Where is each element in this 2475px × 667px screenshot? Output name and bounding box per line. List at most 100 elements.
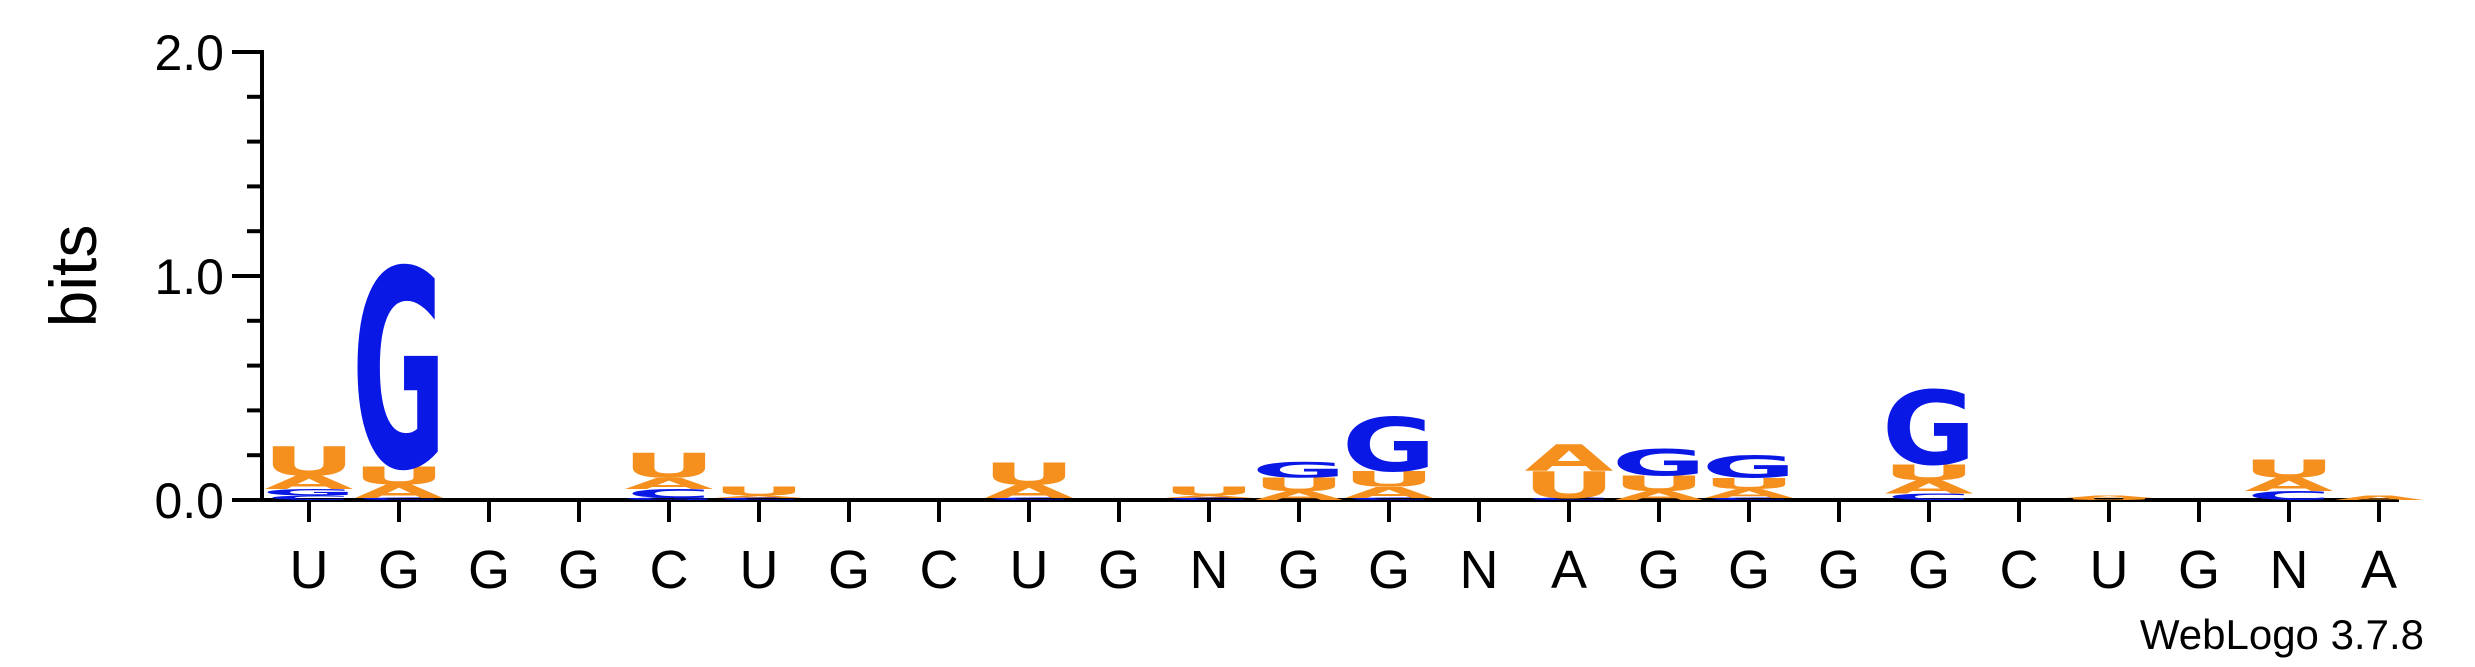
letter-glyph: U xyxy=(2062,497,2155,501)
logo-letter-G: G xyxy=(1702,449,1796,485)
letter-glyph: G xyxy=(1612,442,1706,485)
position-label: G xyxy=(558,540,600,600)
position-label: G xyxy=(1278,540,1320,600)
logo-letter-U: U xyxy=(1252,474,1345,495)
letter-glyph: C xyxy=(1347,497,1431,501)
logo-letter-A: A xyxy=(2334,494,2423,501)
logo-letter-U: U xyxy=(2062,497,2155,501)
logo-letter-G: G xyxy=(1342,402,1436,488)
letter-glyph: U xyxy=(262,439,355,485)
letter-glyph: A xyxy=(2064,495,2153,499)
logo-letter-A: A xyxy=(1164,495,1253,499)
letter-glyph: G xyxy=(262,487,356,498)
letter-glyph: U xyxy=(2242,455,2335,484)
letter-glyph: A xyxy=(264,472,353,493)
logo-letter-G: G xyxy=(622,497,716,501)
logo-letter-A: A xyxy=(624,475,714,493)
letter-glyph: C xyxy=(987,497,1071,501)
letter-glyph: U xyxy=(622,446,715,485)
logo-letter-A: A xyxy=(1254,489,1343,503)
position-label: C xyxy=(920,540,959,600)
position-label: G xyxy=(468,540,510,600)
logo-letter-C: C xyxy=(1707,497,1791,501)
logo-letter-C: C xyxy=(987,497,1071,501)
letter-glyph: C xyxy=(1527,497,1611,501)
logo-letter-C: C xyxy=(1527,497,1611,501)
letter-glyph: G xyxy=(1882,370,1976,489)
logo-letter-A: A xyxy=(714,495,803,499)
logo-letter-U: U xyxy=(352,462,445,491)
letter-glyph: A xyxy=(1524,437,1613,480)
letter-glyph: U xyxy=(1882,460,1975,485)
position-label: G xyxy=(1908,540,1950,600)
position-label: C xyxy=(650,540,689,600)
logo-letter-U: U xyxy=(1882,460,1975,485)
logo-letter-A: A xyxy=(2244,474,2333,495)
letter-glyph: U xyxy=(1612,471,1705,496)
letter-glyph: A xyxy=(1254,489,1343,503)
letter-glyph: G xyxy=(352,215,446,532)
y-axis: 0.0 1.0 2.0 xyxy=(154,25,264,529)
letter-glyph: A xyxy=(984,481,1073,502)
logo-letter-C: C xyxy=(1887,492,1971,503)
letter-glyph: C xyxy=(1167,497,1251,501)
position-label: U xyxy=(1010,540,1049,600)
letter-glyph: U xyxy=(982,456,1075,492)
letter-glyph: C xyxy=(1707,497,1791,501)
letter-glyph: C xyxy=(1887,492,1971,503)
logo-letter-C: C xyxy=(717,497,801,501)
logo-letter-U: U xyxy=(622,446,715,485)
logo-letter-U: U xyxy=(1342,467,1435,492)
logo-letter-C: C xyxy=(1347,497,1431,501)
logo-letter-U: U xyxy=(262,439,355,485)
logo-letter-A: A xyxy=(1344,484,1434,502)
letter-glyph: U xyxy=(1342,467,1435,492)
position-label: A xyxy=(1551,540,1587,600)
letter-glyph: A xyxy=(624,475,714,493)
letter-glyph: C xyxy=(357,497,441,501)
letter-glyph: G xyxy=(1702,449,1796,485)
position-label: G xyxy=(828,540,870,600)
logo-letter-U: U xyxy=(1522,464,1615,507)
letter-glyph: U xyxy=(352,462,445,491)
logo-letter-A: A xyxy=(2064,495,2153,499)
letter-glyph: U xyxy=(1252,474,1345,495)
logo-letter-G: G xyxy=(1882,370,1976,489)
position-label: N xyxy=(2270,540,2309,600)
letter-glyph: A xyxy=(2244,474,2333,495)
logo-letter-A: A xyxy=(1704,487,1793,501)
letter-glyph: G xyxy=(1342,402,1436,488)
logo-letter-A: A xyxy=(1884,477,1973,498)
position-label: N xyxy=(1460,540,1499,600)
logo-letter-U: U xyxy=(2242,455,2335,484)
logo-letter-C: C xyxy=(267,494,351,501)
letter-glyph: A xyxy=(354,481,443,502)
position-label: U xyxy=(290,540,329,600)
letter-glyph: U xyxy=(1522,464,1615,507)
position-label: G xyxy=(1638,540,1680,600)
logo-letter-A: A xyxy=(354,481,443,502)
position-label: G xyxy=(378,540,420,600)
position-label: G xyxy=(1098,540,1140,600)
logo-letter-A: A xyxy=(1614,489,1703,503)
position-label: G xyxy=(2178,540,2220,600)
logo-letter-G: G xyxy=(1612,442,1706,485)
position-label: A xyxy=(2361,540,2397,600)
position-label: U xyxy=(740,540,779,600)
letter-glyph: C xyxy=(2247,489,2331,503)
weblogo-credit: WebLogo 3.7.8 xyxy=(2140,611,2424,658)
letter-glyph: A xyxy=(1884,477,1973,498)
letter-glyph: U xyxy=(1162,484,1255,498)
logo-letter-G: G xyxy=(262,487,356,498)
logo-letter-C: C xyxy=(627,487,711,501)
logo-letter-G: G xyxy=(352,215,446,532)
logo-letter-C: C xyxy=(357,497,441,501)
letter-glyph: A xyxy=(714,495,803,499)
letter-glyph: U xyxy=(712,484,805,498)
logo-letter-U: U xyxy=(1612,471,1705,496)
logo-letter-U: U xyxy=(1162,484,1255,498)
letter-glyph: C xyxy=(267,494,351,501)
position-label: G xyxy=(1818,540,1860,600)
